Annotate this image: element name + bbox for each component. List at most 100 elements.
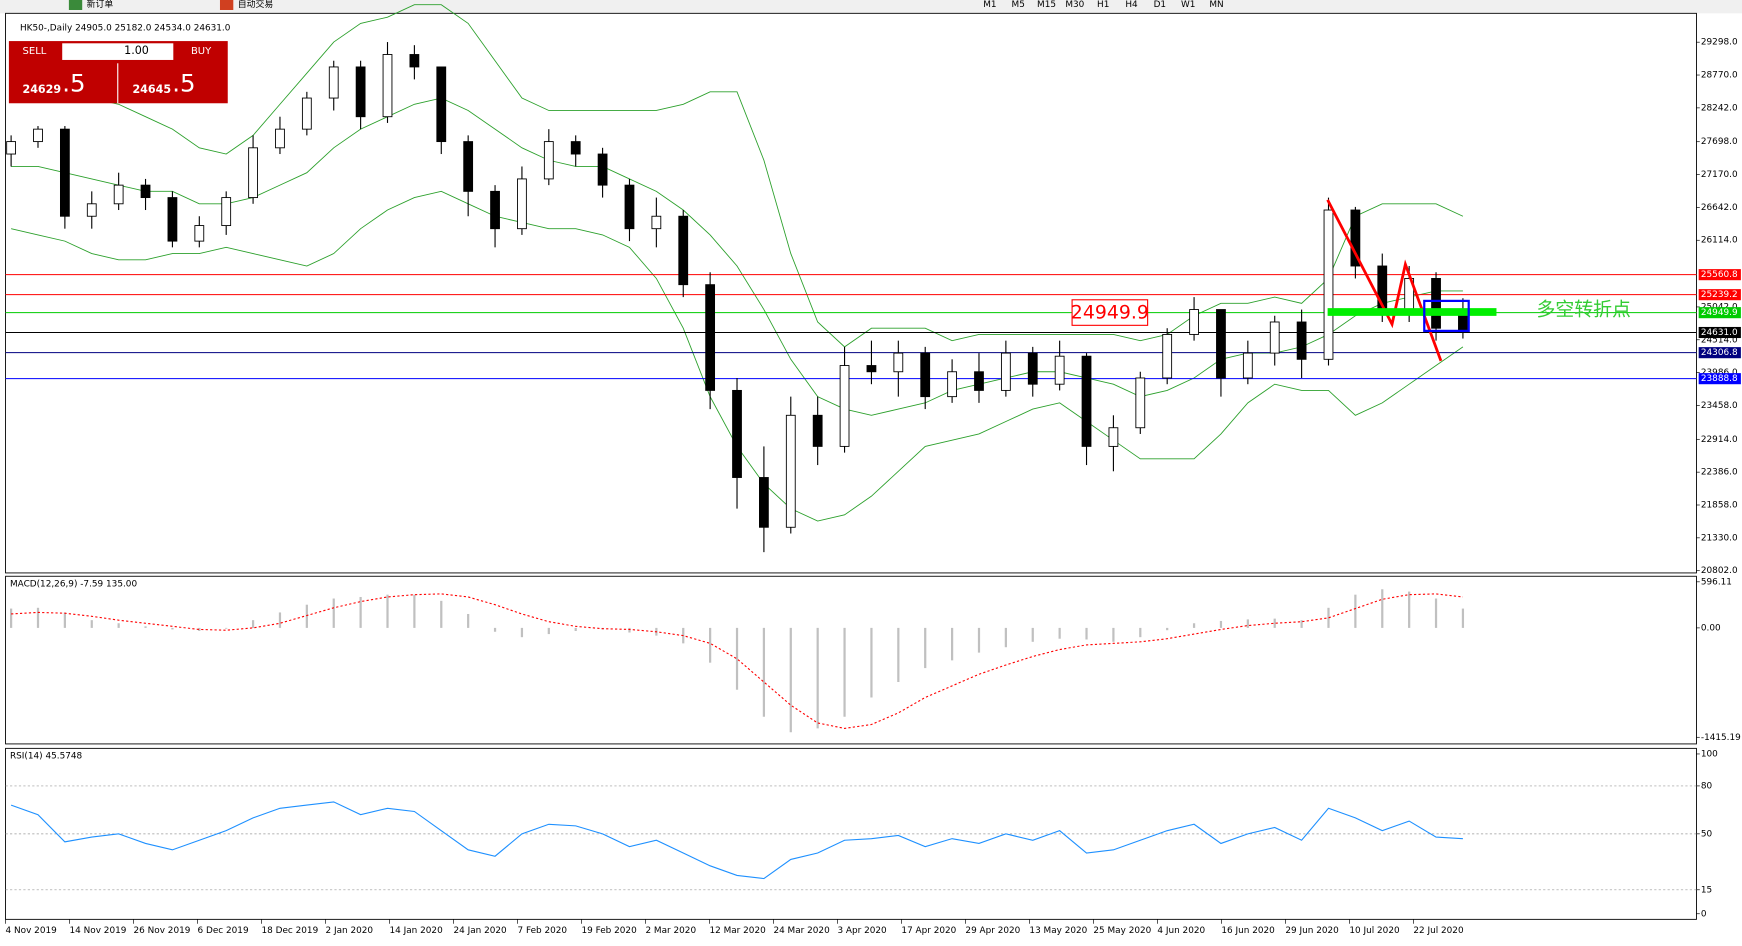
candle-body: [1350, 209, 1361, 267]
candle-body: [1296, 321, 1307, 360]
candle-body: [1189, 309, 1199, 335]
new-order-icon[interactable]: [68, 0, 83, 10]
x-tick-label: 25 May 2020: [1093, 926, 1151, 936]
x-tick-label: 13 May 2020: [1029, 926, 1087, 936]
rsi-title: RSI(14) 45.5748: [10, 752, 83, 762]
y-tick-label: 26114.0: [1701, 236, 1738, 246]
y-tick-label: 0.00: [1701, 623, 1721, 633]
y-tick-label: 27698.0: [1701, 137, 1738, 147]
y-tick-label: 20802.0: [1701, 566, 1738, 576]
price-level-tag: [1698, 269, 1741, 281]
timeframe-button[interactable]: M15: [1037, 0, 1056, 10]
candle-body: [6, 141, 16, 155]
timeframe-button[interactable]: M30: [1065, 0, 1084, 10]
x-tick-label: 24 Mar 2020: [773, 926, 830, 936]
sell-price[interactable]: 24629: [22, 83, 61, 96]
candle-body: [328, 66, 339, 99]
sell-pip[interactable]: .5: [62, 68, 85, 97]
x-tick-label: 12 Mar 2020: [709, 926, 766, 936]
y-tick-label: 27170.0: [1701, 170, 1738, 180]
y-tick-label: 21858.0: [1701, 501, 1738, 511]
y-tick-label: 100: [1701, 749, 1718, 759]
y-tick-label: 22914.0: [1701, 435, 1738, 445]
candle-body: [812, 414, 823, 447]
price-level-label: 24631.0: [1701, 328, 1738, 338]
y-tick-label: 26642.0: [1701, 203, 1738, 213]
candle-body: [1027, 352, 1038, 385]
x-tick-label: 29 Apr 2020: [965, 926, 1020, 936]
lot-box[interactable]: [62, 43, 174, 60]
price-level-tag: [1698, 347, 1741, 359]
candle-body: [221, 197, 232, 227]
y-tick-label: 21330.0: [1701, 533, 1738, 543]
candle-body: [705, 284, 716, 391]
candle-body: [1431, 278, 1441, 329]
x-tick-label: 2 Mar 2020: [645, 926, 696, 936]
timeframe-button[interactable]: H4: [1125, 0, 1138, 10]
candle-body: [1162, 333, 1173, 379]
candle-body: [463, 141, 474, 192]
y-tick-label: 28770.0: [1701, 71, 1738, 81]
timeframe-bar: M1 M5 M15 M30 H1 H4 D1 W1 MN: [983, 0, 1223, 10]
price-level-label: 24949.9: [1701, 308, 1738, 318]
candle-body: [893, 352, 904, 373]
macd-title: MACD(12,26,9) -7.59 135.00: [10, 580, 137, 590]
timeframe-button[interactable]: W1: [1181, 0, 1195, 10]
buy-pip[interactable]: .5: [172, 68, 195, 97]
price-level-label: 25239.2: [1701, 290, 1738, 300]
price-level-tag: [1698, 307, 1741, 319]
candle-body: [275, 128, 285, 149]
candle-body: [866, 365, 877, 373]
price-label-box: [1071, 299, 1149, 326]
auto-trading-icon[interactable]: [219, 0, 234, 10]
candle-body: [113, 184, 124, 205]
box-drawing: [1423, 299, 1470, 332]
timeframe-button[interactable]: D1: [1154, 0, 1166, 10]
candle-body: [651, 215, 662, 230]
candle-body: [140, 184, 151, 199]
y-tick-label: 29298.0: [1701, 38, 1738, 48]
bollinger-upper: [11, 4, 1464, 348]
x-tick-label: 4 Nov 2019: [6, 926, 58, 936]
candle-body: [759, 477, 769, 528]
y-tick-label: 80: [1701, 781, 1713, 791]
candle-body: [301, 97, 312, 130]
y-tick-label: 50: [1701, 829, 1713, 839]
candle-body: [974, 371, 984, 391]
candle-body: [382, 54, 393, 118]
timeframe-button[interactable]: M5: [1012, 0, 1025, 10]
candle-body: [33, 128, 43, 143]
y-tick-label: 23458.0: [1701, 401, 1738, 411]
candle-body: [517, 178, 527, 230]
timeframe-button[interactable]: MN: [1209, 0, 1223, 10]
buy-price[interactable]: 24645: [132, 83, 171, 96]
x-tick-label: 16 Jun 2020: [1221, 926, 1275, 936]
timeframe-button[interactable]: M1: [983, 0, 996, 10]
candle-body: [1269, 321, 1280, 354]
x-tick-label: 18 Dec 2019: [262, 926, 319, 936]
price-level-label: 24306.8: [1701, 348, 1738, 358]
candle-body: [624, 184, 635, 230]
price-level-tag: [1698, 373, 1741, 385]
candle-body: [785, 414, 796, 528]
candle-body: [409, 54, 420, 68]
candle-body: [194, 225, 205, 242]
sell-button[interactable]: SELL: [23, 46, 47, 57]
y-tick-label: -1415.19: [1701, 733, 1741, 743]
y-tick-label: 24514.0: [1701, 335, 1738, 345]
candle-body: [1216, 309, 1226, 379]
x-tick-label: 24 Jan 2020: [453, 926, 507, 936]
plot-layer: 29298.0 28770.0 28242.0 27698.0 27170.0 26642…: [5, 4, 1741, 936]
x-tick-label: 6 Dec 2019: [198, 926, 249, 936]
x-tick-label: 14 Nov 2019: [70, 926, 127, 936]
lot-value[interactable]: 1.00: [124, 44, 149, 57]
new-order-button[interactable]: 新订单: [87, 0, 114, 10]
timeframe-button[interactable]: H1: [1097, 0, 1109, 10]
candle-body: [1242, 352, 1253, 379]
auto-trading-button[interactable]: 自动交易: [238, 0, 274, 10]
candle-body: [570, 141, 581, 155]
buy-button[interactable]: BUY: [191, 46, 212, 57]
x-tick-label: 19 Feb 2020: [581, 926, 637, 936]
x-tick-label: 10 Jul 2020: [1349, 926, 1400, 936]
